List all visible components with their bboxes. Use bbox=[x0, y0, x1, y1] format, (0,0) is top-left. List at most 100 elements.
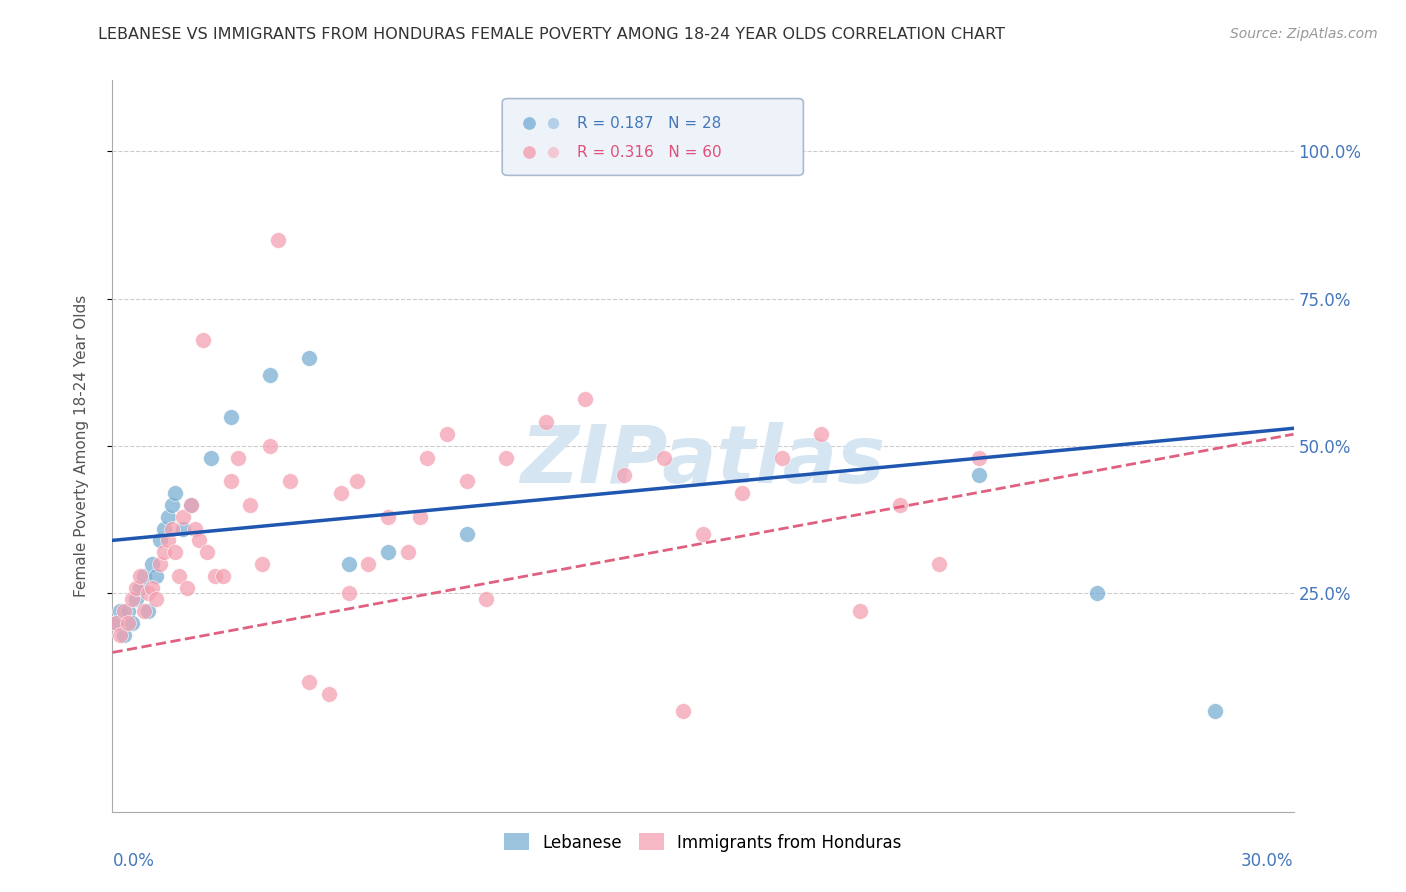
Point bbox=[377, 509, 399, 524]
Point bbox=[219, 409, 242, 424]
Point bbox=[145, 568, 167, 582]
Point bbox=[967, 450, 990, 465]
Point bbox=[160, 522, 183, 536]
Point bbox=[396, 545, 419, 559]
Point bbox=[889, 498, 911, 512]
Point bbox=[239, 498, 262, 512]
Point bbox=[534, 416, 557, 430]
Point bbox=[574, 392, 596, 406]
Point bbox=[346, 475, 368, 489]
Point bbox=[132, 568, 155, 582]
Text: R = 0.187   N = 28: R = 0.187 N = 28 bbox=[576, 116, 721, 130]
Point bbox=[180, 498, 202, 512]
Text: 0.0%: 0.0% bbox=[112, 852, 155, 870]
Point bbox=[298, 675, 321, 690]
Point bbox=[672, 705, 695, 719]
Point bbox=[329, 486, 352, 500]
Point bbox=[495, 450, 517, 465]
Point bbox=[219, 475, 242, 489]
Text: ZIPatlas: ZIPatlas bbox=[520, 422, 886, 500]
Point bbox=[172, 509, 194, 524]
Point bbox=[456, 475, 478, 489]
Point bbox=[475, 592, 498, 607]
Point bbox=[169, 568, 191, 582]
Point bbox=[141, 581, 163, 595]
Point bbox=[160, 498, 183, 512]
Point bbox=[129, 568, 152, 582]
Point bbox=[165, 486, 187, 500]
Legend: Lebanese, Immigrants from Honduras: Lebanese, Immigrants from Honduras bbox=[498, 827, 908, 858]
Point bbox=[121, 592, 143, 607]
Point bbox=[152, 545, 174, 559]
Point bbox=[165, 545, 187, 559]
Point bbox=[149, 557, 172, 571]
Point bbox=[117, 615, 139, 630]
Point bbox=[136, 604, 159, 618]
Point bbox=[195, 545, 218, 559]
Text: R = 0.316   N = 60: R = 0.316 N = 60 bbox=[576, 145, 721, 160]
Point bbox=[156, 509, 179, 524]
Point bbox=[298, 351, 321, 365]
Point bbox=[967, 468, 990, 483]
Point bbox=[145, 592, 167, 607]
Text: LEBANESE VS IMMIGRANTS FROM HONDURAS FEMALE POVERTY AMONG 18-24 YEAR OLDS CORREL: LEBANESE VS IMMIGRANTS FROM HONDURAS FEM… bbox=[98, 27, 1005, 42]
Point bbox=[250, 557, 273, 571]
Point bbox=[132, 604, 155, 618]
Point bbox=[149, 533, 172, 548]
Point bbox=[105, 615, 128, 630]
Point bbox=[652, 450, 675, 465]
Point bbox=[228, 450, 250, 465]
Point bbox=[211, 568, 233, 582]
Point bbox=[129, 581, 152, 595]
Point bbox=[191, 333, 214, 347]
Point bbox=[172, 522, 194, 536]
Point bbox=[456, 527, 478, 541]
Point bbox=[849, 604, 872, 618]
Point bbox=[337, 586, 360, 600]
Point bbox=[259, 439, 281, 453]
Point bbox=[377, 545, 399, 559]
Point bbox=[731, 486, 754, 500]
Point bbox=[125, 581, 148, 595]
Point bbox=[110, 628, 132, 642]
Point bbox=[278, 475, 301, 489]
FancyBboxPatch shape bbox=[502, 99, 803, 176]
Point bbox=[408, 509, 430, 524]
Point bbox=[1204, 705, 1226, 719]
Text: Source: ZipAtlas.com: Source: ZipAtlas.com bbox=[1230, 27, 1378, 41]
Point bbox=[112, 628, 135, 642]
Point bbox=[613, 468, 636, 483]
Point bbox=[337, 557, 360, 571]
Y-axis label: Female Poverty Among 18-24 Year Olds: Female Poverty Among 18-24 Year Olds bbox=[75, 295, 89, 597]
Point bbox=[115, 728, 138, 742]
Point bbox=[115, 728, 138, 742]
Point bbox=[200, 450, 222, 465]
Point bbox=[121, 615, 143, 630]
Text: 30.0%: 30.0% bbox=[1241, 852, 1294, 870]
Point bbox=[436, 427, 458, 442]
Point bbox=[770, 450, 793, 465]
Point bbox=[117, 604, 139, 618]
Point bbox=[105, 615, 128, 630]
Point bbox=[141, 557, 163, 571]
Point bbox=[136, 586, 159, 600]
Point bbox=[156, 533, 179, 548]
Point bbox=[267, 233, 290, 247]
Point bbox=[112, 604, 135, 618]
Point bbox=[416, 450, 439, 465]
Point bbox=[180, 498, 202, 512]
Point bbox=[110, 604, 132, 618]
Point bbox=[115, 729, 138, 743]
Point bbox=[810, 427, 832, 442]
Point bbox=[184, 522, 207, 536]
Point bbox=[176, 581, 198, 595]
Point bbox=[318, 687, 340, 701]
Point bbox=[259, 368, 281, 383]
Point bbox=[125, 592, 148, 607]
Point bbox=[115, 729, 138, 743]
Point bbox=[204, 568, 226, 582]
Point bbox=[188, 533, 211, 548]
Point bbox=[692, 527, 714, 541]
Point bbox=[152, 522, 174, 536]
Point bbox=[928, 557, 950, 571]
